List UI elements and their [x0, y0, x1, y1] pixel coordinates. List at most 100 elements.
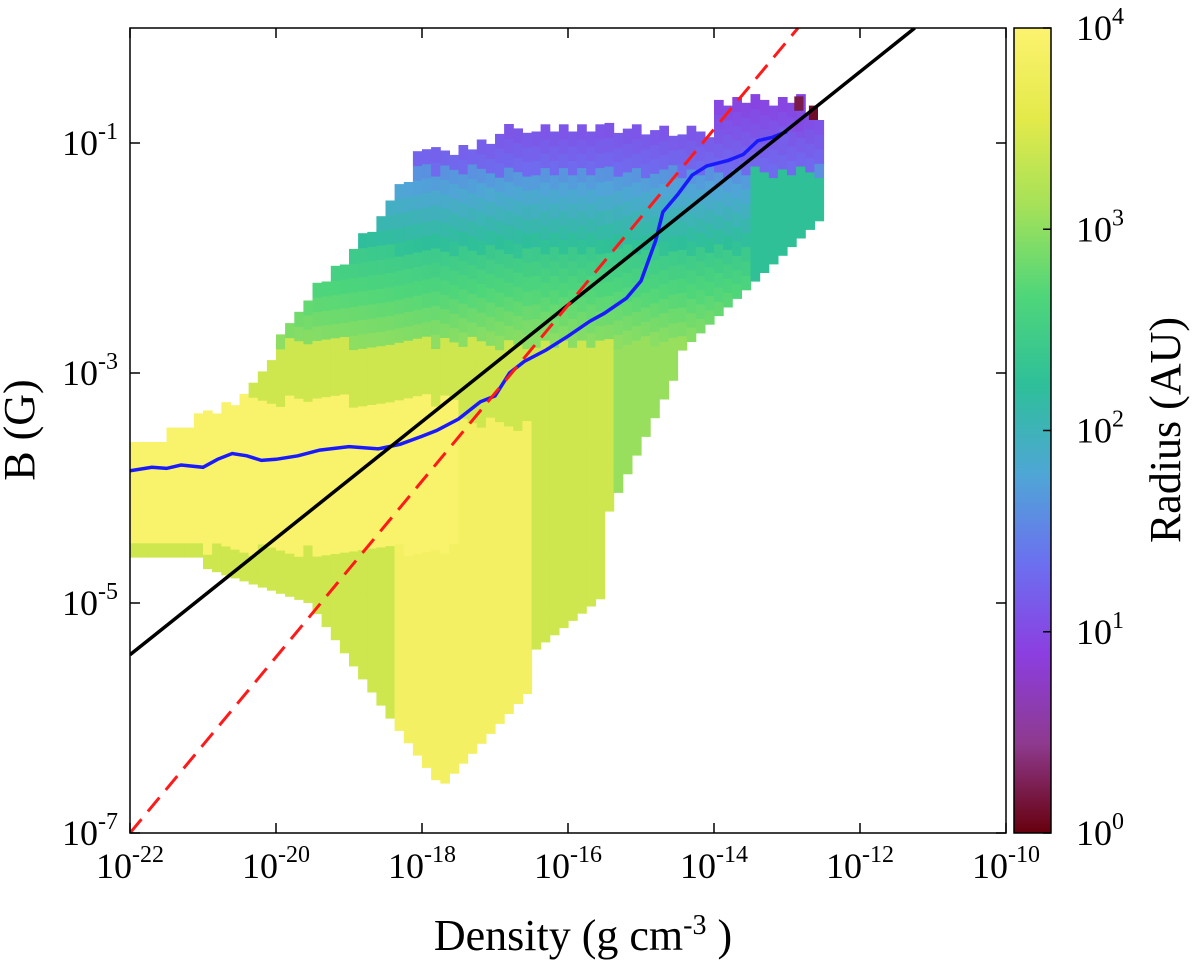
heatmap-cell: [339, 393, 350, 409]
heatmap-cell: [495, 162, 505, 178]
heatmap-cell: [577, 325, 587, 341]
heatmap-cell: [467, 235, 478, 251]
heatmap-cell: [768, 206, 779, 222]
heatmap-cell: [577, 598, 587, 614]
heatmap-cell: [412, 596, 423, 612]
heatmap-cell: [558, 325, 569, 341]
heatmap-cell: [248, 382, 259, 398]
heatmap-cell: [768, 105, 779, 121]
heatmap-cell: [458, 260, 469, 275]
heatmap-cell: [148, 485, 158, 501]
heatmap-cell: [422, 666, 432, 682]
heatmap-cell: [276, 435, 286, 450]
heatmap-cell: [458, 432, 469, 448]
heatmap-cell: [157, 485, 168, 501]
heatmap-cell: [613, 449, 624, 465]
heatmap-cell: [294, 498, 304, 514]
heatmap-cell: [203, 496, 213, 512]
heatmap-cell: [476, 700, 487, 716]
heatmap-cell: [403, 383, 414, 399]
heatmap-cell: [513, 574, 523, 589]
heatmap-cell: [504, 411, 514, 427]
heatmap-cell: [394, 572, 405, 588]
heatmap-cell: [540, 282, 551, 298]
heatmap-cell: [586, 160, 596, 176]
heatmap-cell: [549, 620, 560, 636]
heatmap-cell: [239, 566, 250, 582]
heatmap-cell: [714, 229, 724, 245]
heatmap-cell: [312, 570, 323, 586]
heatmap-cell: [695, 174, 706, 190]
heatmap-cell: [458, 561, 469, 577]
heatmap-cell: [779, 128, 789, 143]
heatmap-cell: [330, 352, 341, 368]
heatmap-cell: [376, 460, 387, 476]
heatmap-cell: [403, 354, 414, 370]
heatmap-cell: [230, 405, 241, 421]
heatmap-cell: [513, 214, 523, 230]
heatmap-cell: [303, 386, 314, 402]
heatmap-cell: [385, 416, 396, 432]
heatmap-cell: [714, 99, 724, 115]
x-tick-label: 10-22: [96, 842, 164, 886]
heatmap-cell: [668, 164, 679, 180]
heatmap-cell: [248, 440, 259, 456]
heatmap-cell: [257, 457, 268, 473]
heatmap-cell: [467, 710, 478, 725]
heatmap-cell: [677, 292, 688, 308]
heatmap-cell: [449, 399, 460, 415]
heatmap-cell: [586, 131, 596, 147]
heatmap-cell: [412, 309, 423, 325]
heatmap-cell: [622, 214, 633, 230]
heatmap-cell: [604, 237, 615, 253]
heatmap-cell: [431, 175, 441, 191]
heatmap-cell: [759, 171, 770, 187]
heatmap-cell: [513, 142, 523, 158]
heatmap-cell: [631, 167, 642, 183]
heatmap-cell: [695, 145, 706, 161]
heatmap-cell: [513, 660, 523, 676]
x-tick-label: 10-16: [534, 842, 602, 886]
heatmap-cell: [422, 451, 432, 466]
heatmap-cell: [339, 322, 350, 337]
heatmap-cell: [285, 423, 295, 439]
heatmap-cell: [577, 397, 587, 413]
heatmap-cell: [631, 181, 642, 197]
heatmap-cell: [157, 456, 168, 472]
heatmap-cell: [257, 385, 268, 401]
heatmap-cell: [577, 483, 587, 499]
heatmap-cell: [285, 323, 295, 339]
heatmap-cell: [796, 137, 806, 153]
heatmap-cell: [449, 356, 460, 372]
heatmap-cell: [330, 610, 341, 626]
heatmap-cell: [412, 280, 423, 296]
heatmap-cell: [330, 553, 341, 569]
heatmap-cell: [184, 442, 195, 457]
heatmap-cell: [695, 232, 706, 248]
heatmap-cell: [568, 490, 578, 506]
heatmap-cell: [513, 689, 523, 704]
heatmap-cell: [458, 633, 469, 649]
heatmap-cell: [568, 375, 578, 391]
heatmap-cell: [385, 574, 396, 590]
heatmap-cell: [513, 128, 523, 144]
heatmap-cell: [330, 280, 341, 296]
heatmap-cell: [403, 340, 414, 356]
heatmap-cell: [759, 229, 770, 245]
heatmap-cell: [650, 388, 660, 404]
heatmap-cell: [358, 434, 368, 450]
heatmap-cell: [504, 282, 514, 298]
heatmap-cell: [367, 476, 377, 492]
heatmap-cell: [650, 187, 660, 203]
heatmap-cell: [312, 282, 323, 298]
heatmap-cell: [495, 363, 505, 379]
heatmap-cell: [641, 321, 651, 337]
heatmap-cell: [394, 198, 405, 214]
heatmap-cell: [540, 584, 551, 600]
heatmap-cell: [376, 417, 387, 433]
heatmap-cell: [440, 150, 450, 166]
heatmap-cell: [704, 237, 715, 253]
heatmap-cell: [412, 481, 423, 497]
heatmap-cell: [276, 478, 286, 494]
heatmap-cell: [330, 309, 341, 324]
